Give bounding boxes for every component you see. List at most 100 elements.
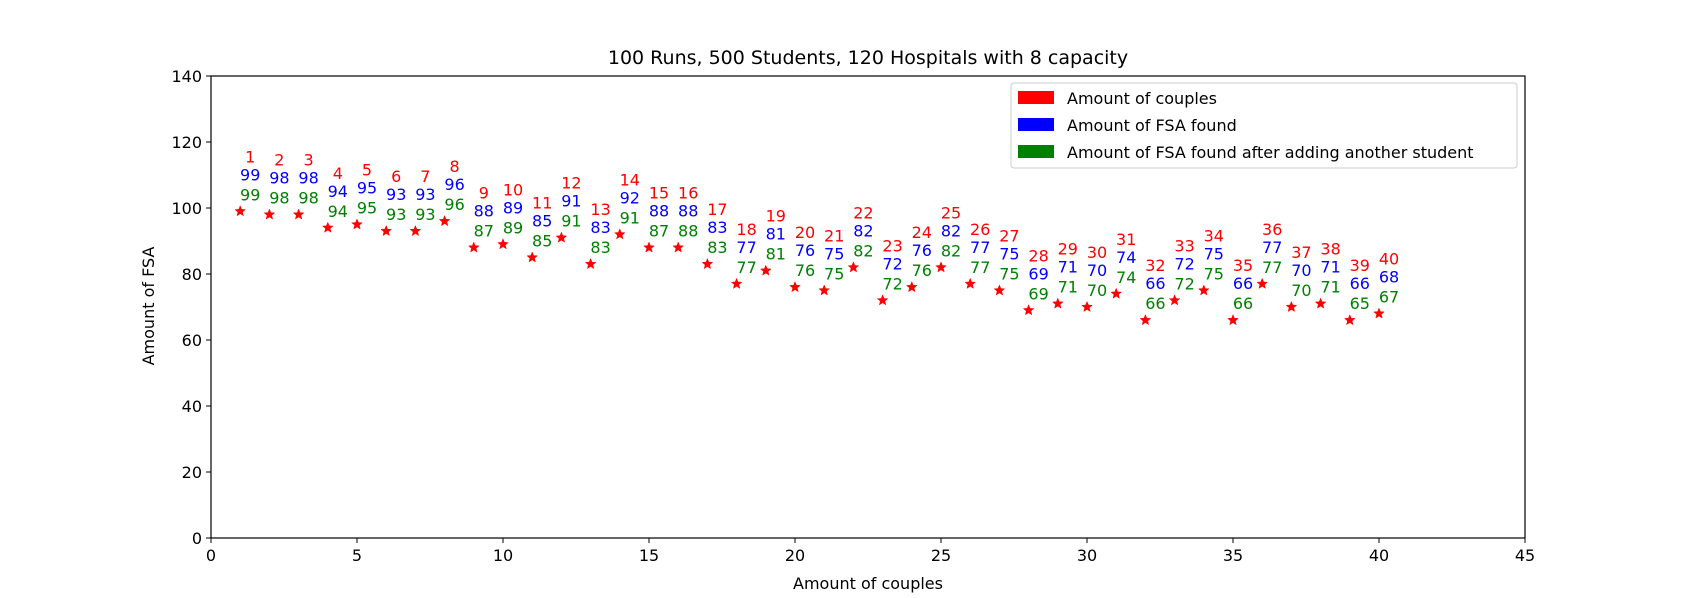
y-tick-label: 0 <box>192 529 202 548</box>
data-label-fsa: 99 <box>240 165 260 184</box>
data-label-couples: 6 <box>391 167 401 186</box>
data-label-fsa: 89 <box>503 198 523 217</box>
data-label-fsa-after: 94 <box>328 202 348 221</box>
data-point-star <box>234 205 247 217</box>
data-label-couples: 38 <box>1320 240 1340 259</box>
data-label-fsa-after: 87 <box>649 222 669 241</box>
data-label-couples: 26 <box>970 220 990 239</box>
data-label-fsa-after: 77 <box>736 258 756 277</box>
data-label-fsa: 83 <box>707 218 727 237</box>
legend-label-fsa-after: Amount of FSA found after adding another… <box>1067 143 1474 162</box>
data-label-couples: 31 <box>1116 230 1136 249</box>
data-label-fsa: 98 <box>298 169 318 188</box>
data-point-star <box>1314 297 1327 309</box>
data-point-star <box>701 257 714 270</box>
data-point-star <box>1081 300 1093 312</box>
y-axis-label: Amount of FSA <box>139 247 158 366</box>
data-label-fsa-after: 70 <box>1291 281 1311 300</box>
data-label-fsa: 76 <box>795 241 815 260</box>
data-label-fsa: 75 <box>824 245 844 264</box>
data-point-star <box>351 218 363 230</box>
data-label-fsa: 66 <box>1350 274 1370 293</box>
data-label-couples: 37 <box>1291 243 1311 262</box>
x-tick-label: 20 <box>785 546 805 565</box>
data-label-fsa: 74 <box>1116 248 1136 267</box>
data-point-star <box>555 231 568 243</box>
data-label-fsa-after: 70 <box>1087 281 1107 300</box>
legend-label-couples: Amount of couples <box>1067 89 1217 108</box>
x-tick-label: 10 <box>493 546 513 565</box>
data-point-star <box>409 224 422 237</box>
data-label-couples: 24 <box>912 223 932 242</box>
data-label-fsa-after: 76 <box>795 261 815 280</box>
data-label-fsa-after: 81 <box>766 245 786 264</box>
data-label-couples: 17 <box>707 200 727 219</box>
legend-label-fsa: Amount of FSA found <box>1067 116 1237 135</box>
data-label-fsa-after: 83 <box>707 238 727 257</box>
data-point-star <box>993 284 1006 296</box>
data-label-fsa: 69 <box>1028 264 1048 283</box>
data-point-star <box>1343 314 1356 326</box>
data-label-fsa-after: 66 <box>1233 294 1253 313</box>
x-tick-label: 40 <box>1369 546 1389 565</box>
data-label-couples: 18 <box>736 220 756 239</box>
x-tick-label: 30 <box>1077 546 1097 565</box>
data-point-star <box>1285 300 1298 312</box>
data-label-fsa-after: 65 <box>1350 294 1370 313</box>
data-label-fsa-after: 82 <box>853 241 873 260</box>
data-point-star <box>905 281 918 293</box>
data-label-fsa-after: 71 <box>1320 278 1340 297</box>
data-label-couples: 34 <box>1204 227 1224 246</box>
x-tick-label: 25 <box>931 546 951 565</box>
y-tick-label: 100 <box>171 199 202 218</box>
x-tick-label: 5 <box>352 546 362 565</box>
data-point-star <box>964 277 977 289</box>
data-label-fsa: 71 <box>1320 258 1340 277</box>
data-label-fsa-after: 95 <box>357 199 377 218</box>
data-label-fsa-after: 76 <box>912 261 932 280</box>
data-point-star <box>1256 277 1269 289</box>
data-point-star <box>876 294 889 306</box>
data-point-star <box>1197 284 1210 296</box>
data-label-couples: 5 <box>362 161 372 180</box>
data-label-couples: 22 <box>853 203 873 222</box>
data-label-couples: 16 <box>678 184 698 203</box>
data-label-fsa-after: 88 <box>678 222 698 241</box>
data-label-couples: 30 <box>1087 243 1107 262</box>
data-label-fsa: 77 <box>1262 238 1282 257</box>
data-label-couples: 23 <box>882 236 902 255</box>
data-point-star <box>935 261 947 273</box>
data-point-star <box>1168 294 1181 306</box>
data-label-fsa: 68 <box>1379 268 1399 287</box>
data-point-star <box>380 224 393 237</box>
axes-frame <box>210 75 1526 539</box>
data-label-fsa: 88 <box>474 202 494 221</box>
data-label-couples: 25 <box>941 203 961 222</box>
data-label-fsa: 66 <box>1145 274 1165 293</box>
data-label-fsa: 66 <box>1233 274 1253 293</box>
data-point-star <box>1373 307 1385 319</box>
data-label-couples: 36 <box>1262 220 1282 239</box>
x-tick-label: 35 <box>1223 546 1243 565</box>
data-point-star <box>467 241 480 253</box>
data-label-fsa-after: 89 <box>503 218 523 237</box>
data-point-star <box>1227 314 1239 326</box>
data-label-fsa: 92 <box>620 188 640 207</box>
data-label-couples: 7 <box>420 167 430 186</box>
data-point-star <box>672 241 685 253</box>
data-label-fsa-after: 87 <box>474 222 494 241</box>
data-label-couples: 1 <box>245 147 255 166</box>
data-label-fsa-after: 77 <box>970 258 990 277</box>
x-tick-label: 15 <box>639 546 659 565</box>
data-label-fsa: 98 <box>269 169 289 188</box>
y-tick-label: 40 <box>182 397 202 416</box>
data-point-star <box>584 257 597 270</box>
y-tick-label: 60 <box>182 331 202 350</box>
data-label-fsa: 93 <box>386 185 406 204</box>
data-label-fsa: 77 <box>736 238 756 257</box>
data-label-fsa-after: 93 <box>386 205 406 224</box>
data-label-fsa: 72 <box>1174 254 1194 273</box>
data-label-fsa: 70 <box>1087 261 1107 280</box>
data-label-couples: 40 <box>1379 250 1399 269</box>
